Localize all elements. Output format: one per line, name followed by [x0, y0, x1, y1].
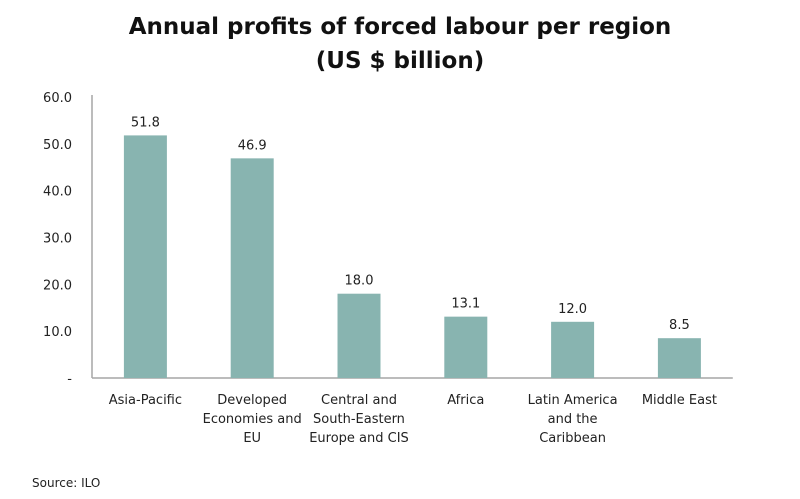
x-tick-label: Latin America — [528, 393, 618, 408]
y-tick-label: 40.0 — [43, 185, 72, 200]
bar — [337, 293, 381, 378]
y-tick-label: 60.0 — [43, 91, 72, 106]
data-label: 8.5 — [669, 318, 690, 333]
x-tick-label: Asia-Pacific — [109, 393, 182, 408]
data-label: 46.9 — [238, 138, 267, 153]
x-tick-label: South-Eastern — [313, 412, 405, 427]
y-tick-label: - — [67, 372, 72, 387]
bar — [657, 338, 701, 378]
x-tick-label: Economies and — [203, 412, 302, 427]
x-tick-label: EU — [243, 431, 261, 446]
data-label: 12.0 — [558, 302, 587, 317]
x-tick-label: Middle East — [642, 393, 717, 408]
data-label: 51.8 — [131, 115, 160, 130]
x-tick-label: Central and — [321, 393, 397, 408]
chart-title-line-2: (US $ billion) — [315, 48, 485, 74]
chart-title: Annual profits of forced labour per regi… — [0, 10, 800, 78]
x-tick-label: Europe and CIS — [309, 431, 409, 446]
chart-title-line-1: Annual profits of forced labour per regi… — [128, 14, 672, 40]
bar — [123, 135, 167, 378]
x-tick-label: Africa — [447, 393, 484, 408]
data-label: 13.1 — [451, 297, 480, 312]
y-tick-label: 50.0 — [43, 138, 72, 153]
y-tick-label: 30.0 — [43, 232, 72, 247]
data-label: 18.0 — [345, 274, 374, 289]
source-note: Source: ILO — [32, 476, 101, 490]
bar — [551, 321, 595, 378]
x-tick-label: Developed — [217, 393, 287, 408]
y-tick-label: 10.0 — [43, 325, 72, 340]
x-tick-label: and the — [548, 412, 598, 427]
bar — [444, 316, 488, 378]
y-tick-label: 20.0 — [43, 278, 72, 293]
bar — [230, 158, 274, 378]
x-tick-label: Caribbean — [539, 431, 606, 446]
